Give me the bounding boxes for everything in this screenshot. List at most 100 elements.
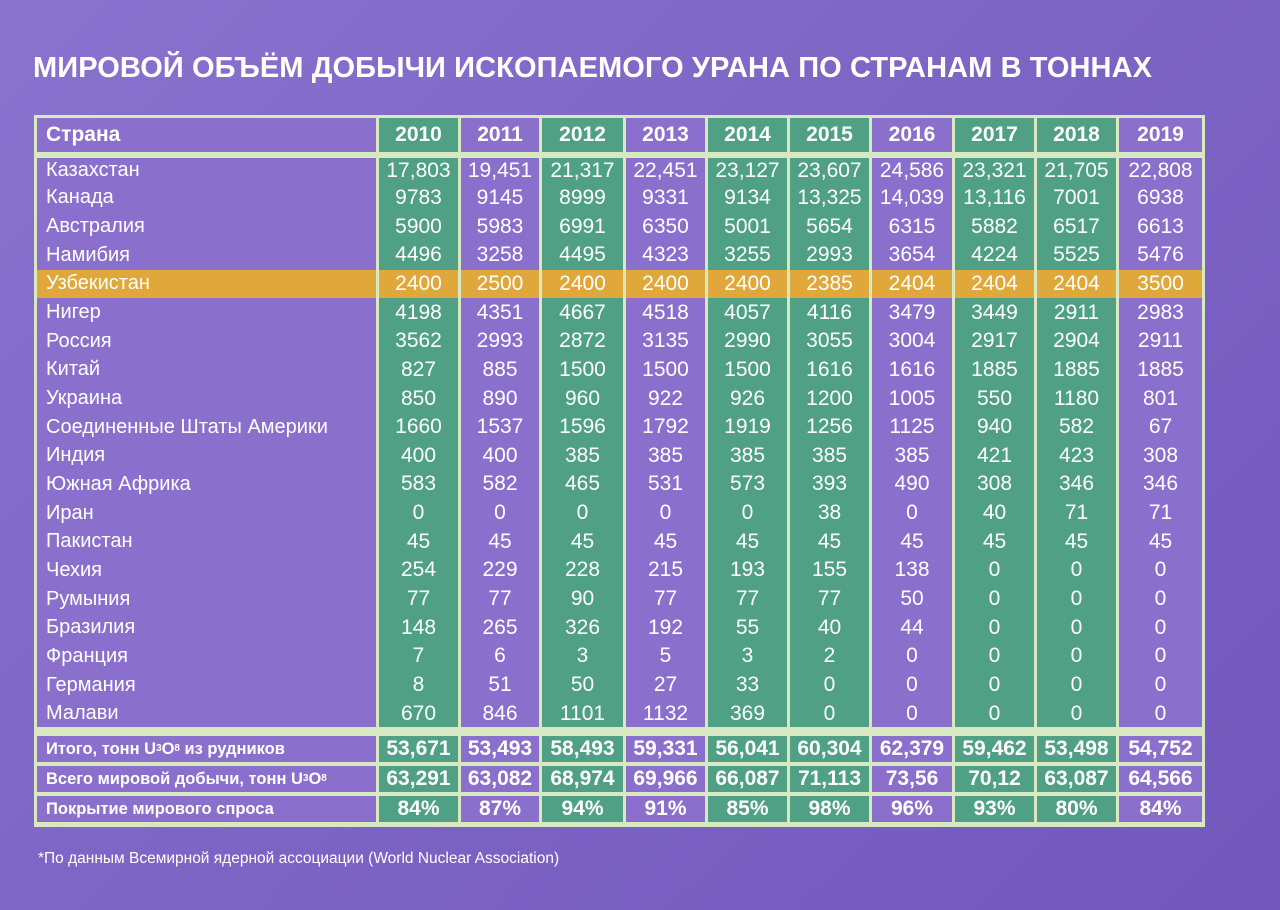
table-cell-value: 3055	[806, 329, 853, 353]
table-cell-value: 801	[1142, 386, 1179, 410]
table-cell-value: 0	[576, 501, 589, 525]
table-cell-value: 3135	[642, 329, 689, 353]
table-cell-value: 2983	[1137, 300, 1184, 324]
table-cell-value: 0	[906, 644, 918, 668]
year-column	[1119, 158, 1202, 727]
table-cell-value: 77	[406, 587, 431, 611]
year-column	[790, 158, 869, 727]
table-cell-value: 5001	[724, 214, 771, 238]
table-cell-value: 0	[659, 501, 672, 525]
totals-cell-value: 85%	[708, 796, 787, 822]
table-cell-value: 4198	[395, 300, 442, 324]
totals-cell-value: 84%	[379, 796, 458, 822]
table-cell-value: 2911	[1137, 329, 1184, 353]
table-cell-value: 0	[906, 673, 918, 696]
table-row-country: Румыния	[46, 587, 131, 610]
header-year: 2014	[708, 118, 787, 152]
table-cell-value: 582	[1058, 415, 1095, 439]
table-cell-value: 77	[488, 587, 512, 611]
table-cell-value: 4224	[971, 243, 1018, 267]
table-row-country: Австралия	[46, 215, 145, 238]
table-cell-value: 583	[400, 472, 437, 496]
table-cell-value: 4518	[642, 300, 689, 324]
table-cell-value: 1256	[806, 415, 853, 439]
totals-label-prefix: Всего мировой добычи, тонн U	[46, 769, 303, 788]
table-row-country: Россия	[46, 329, 112, 352]
totals-label-suffix: из рудников	[179, 739, 285, 758]
table-cell-value: 50	[570, 673, 595, 696]
table-cell-value: 2990	[724, 329, 771, 353]
table-cell-value: 2404	[1037, 269, 1116, 299]
table-cell-value: 850	[400, 386, 437, 410]
table-cell-value: 22,451	[633, 158, 698, 182]
table-cell-value: 0	[1070, 558, 1083, 582]
year-column	[708, 158, 787, 727]
table-cell-value: 1792	[642, 415, 689, 439]
table-cell-value: 67	[1148, 415, 1173, 439]
table-row-country: Пакистан	[46, 530, 133, 553]
table-row-country: Нигер	[46, 301, 101, 324]
table-cell-value: 6613	[1137, 214, 1184, 238]
table-cell-value: 229	[482, 558, 518, 582]
table-cell-value: 885	[482, 357, 518, 381]
table-cell-value: 6350	[642, 214, 689, 238]
table-cell-value: 846	[482, 701, 518, 725]
table-cell-value: 308	[1142, 443, 1179, 467]
header-year: 2019	[1119, 118, 1202, 152]
table-cell-value: 2500	[461, 269, 539, 299]
table-cell-value: 14,039	[879, 185, 945, 209]
table-cell-value: 44	[900, 615, 924, 639]
table-cell-value: 1616	[888, 357, 936, 381]
table-cell-value: 2404	[872, 269, 952, 299]
table-cell-value: 1101	[559, 701, 606, 725]
totals-cell-value: 93%	[955, 796, 1034, 822]
table-cell-value: 71	[1064, 501, 1089, 525]
table-cell-value: 960	[564, 386, 601, 410]
table-cell-value: 192	[647, 615, 684, 639]
table-cell-value: 1885	[971, 357, 1018, 381]
table-cell-value: 23,607	[797, 158, 862, 182]
totals-cell-value: 53,498	[1037, 736, 1116, 762]
table-cell-value: 490	[894, 472, 930, 496]
table-cell-value: 1660	[395, 415, 442, 439]
table-cell-value: 77	[735, 587, 760, 611]
table-cell-value: 45	[1064, 529, 1089, 553]
table-cell-value: 2400	[379, 269, 458, 299]
table-cell-value: 940	[976, 415, 1013, 439]
table-cell-value: 1596	[559, 415, 606, 439]
table-cell-value: 3500	[1119, 269, 1202, 299]
table-cell-value: 9145	[476, 185, 524, 209]
table-row-country: Бразилия	[46, 616, 136, 639]
totals-row-label: Покрытие мирового спроса	[37, 796, 376, 822]
totals-cell-value: 63,087	[1037, 766, 1116, 792]
table-cell-value: 926	[729, 386, 766, 410]
table-cell-value: 45	[488, 529, 512, 553]
totals-cell-value: 68,974	[542, 766, 623, 792]
source-footnote: *По данным Всемирной ядерной ассоциации …	[38, 850, 560, 867]
table-row-country: Франция	[46, 644, 128, 667]
table-row-country: Иран	[46, 501, 94, 524]
table-cell-value: 0	[1154, 701, 1167, 725]
table-cell-value: 9783	[395, 185, 442, 209]
table-cell-value: 8999	[559, 185, 606, 209]
table-row-country: Канада	[46, 186, 114, 209]
table-cell-value: 7001	[1053, 185, 1100, 209]
table-cell-value: 45	[406, 529, 431, 553]
table-cell-value: 1885	[1137, 357, 1184, 381]
table-cell-value: 423	[1058, 443, 1095, 467]
table-row-country: Малави	[46, 702, 119, 725]
table-cell-value: 385	[729, 443, 766, 467]
table-cell-value: 2385	[790, 269, 869, 299]
totals-cell-value: 60,304	[790, 736, 869, 762]
table-cell-value: 6517	[1053, 214, 1100, 238]
table-cell-value: 385	[564, 443, 601, 467]
table-cell-value: 400	[482, 443, 518, 467]
year-column	[872, 158, 952, 727]
totals-cell-value: 53,671	[379, 736, 458, 762]
table-cell-value: 0	[1154, 558, 1167, 582]
table-row-country: Индия	[46, 444, 106, 467]
header-country: Страна	[37, 118, 376, 152]
table-cell-value: 6938	[1137, 185, 1184, 209]
table-cell-value: 50	[900, 587, 924, 611]
table-cell-value: 0	[988, 701, 1001, 725]
